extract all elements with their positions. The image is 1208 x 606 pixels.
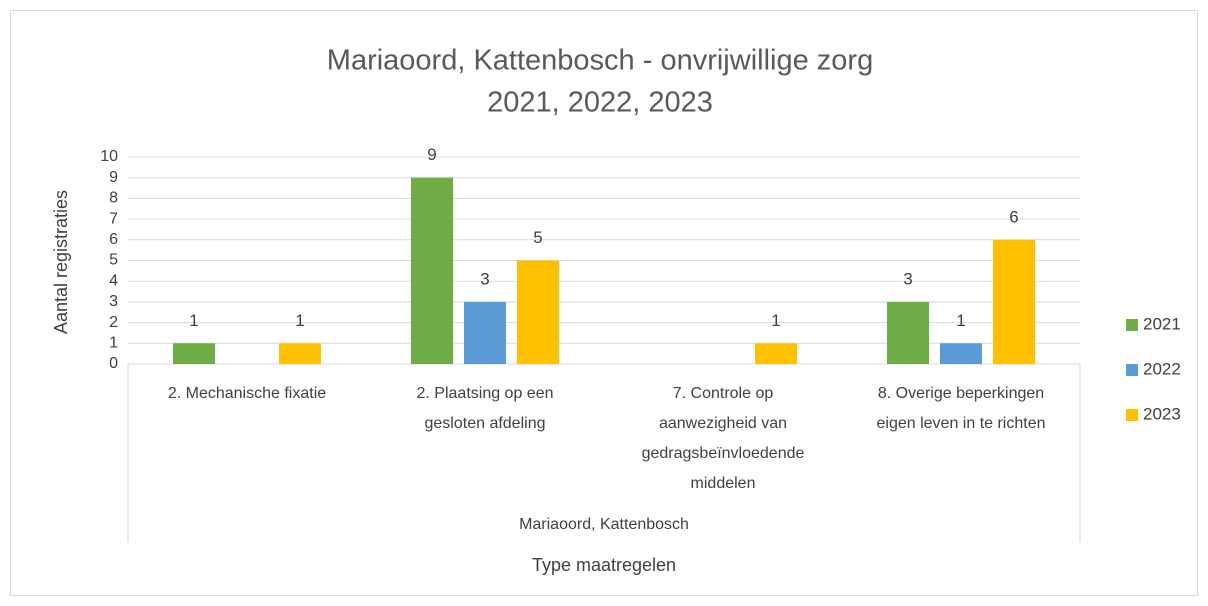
data-label: 9 (427, 145, 436, 164)
y-tick-label: 9 (109, 169, 118, 186)
chart-title: Mariaoord, Kattenbosch - onvrijwillige z… (327, 45, 873, 77)
bar (517, 260, 559, 364)
legend-label: 2023 (1143, 404, 1181, 423)
legend-label: 2021 (1143, 314, 1181, 333)
legend-swatch (1126, 409, 1138, 421)
legend-swatch (1126, 364, 1138, 376)
data-label: 1 (295, 311, 304, 330)
bar (173, 343, 215, 364)
data-label: 6 (1009, 207, 1018, 226)
legend-swatch (1126, 319, 1138, 331)
legend-label: 2022 (1143, 359, 1181, 378)
x-tick-label: 2. Plaatsing op een gesloten afdeling (417, 385, 554, 432)
bar (755, 343, 797, 364)
y-tick-label: 10 (100, 148, 118, 165)
y-tick-label: 5 (109, 252, 118, 269)
y-tick-label: 4 (109, 272, 118, 289)
y-tick-label: 7 (109, 210, 118, 227)
x-axis-title: Type maatregelen (532, 555, 676, 575)
chart-title: 2021, 2022, 2023 (487, 87, 713, 119)
y-tick-label: 1 (109, 335, 118, 352)
bar (464, 301, 506, 364)
y-tick-label: 2 (109, 314, 118, 331)
bar (411, 177, 453, 364)
bar (940, 343, 982, 364)
data-label: 1 (189, 311, 198, 330)
x-tick-label: 2. Mechanische fixatie (168, 385, 326, 402)
data-label: 3 (480, 269, 489, 288)
data-label: 1 (771, 311, 780, 330)
y-tick-label: 3 (109, 293, 118, 310)
data-label: 3 (903, 269, 912, 288)
category-group-label: Mariaoord, Kattenbosch (519, 516, 689, 533)
data-label: 1 (956, 311, 965, 330)
bar (887, 301, 929, 364)
x-tick-label: 7. Controle op aanwezigheid van gedragsbeï… (642, 385, 805, 492)
y-tick-label: 0 (109, 355, 118, 372)
y-tick-label: 6 (109, 231, 118, 248)
y-tick-label: 8 (109, 190, 118, 207)
data-label: 5 (533, 228, 542, 247)
bar (993, 239, 1035, 364)
x-tick-label: 8. Overige beperkingen eigen leven in te … (877, 385, 1046, 432)
y-axis-title: Aantal registraties (51, 190, 71, 334)
bar (279, 343, 321, 364)
